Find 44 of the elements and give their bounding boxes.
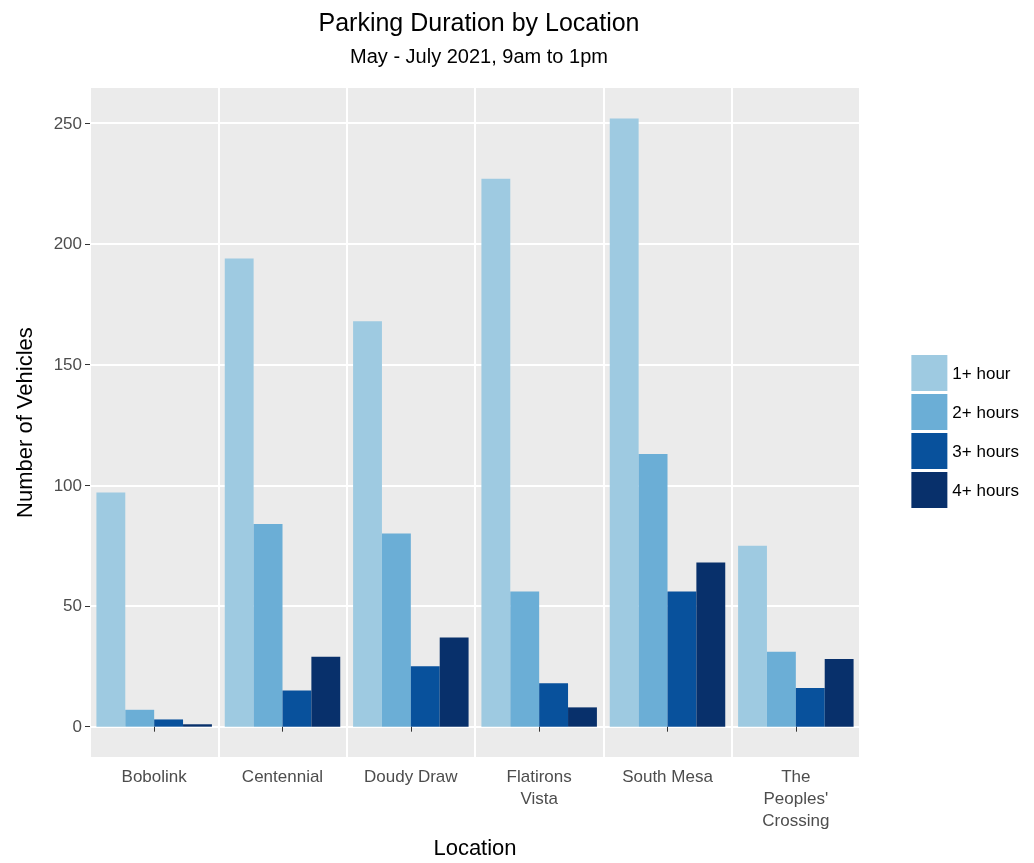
bar [609, 118, 639, 727]
bar [738, 545, 767, 727]
bar [125, 709, 155, 727]
chart-subtitle: May - July 2021, 9am to 1pm [350, 45, 608, 67]
bar [311, 656, 341, 727]
y-tick-label: 50 [63, 596, 82, 616]
legend-label: 2+ hours [952, 402, 1020, 422]
x-tick-label: Centennial [241, 766, 324, 786]
bar [439, 637, 469, 727]
chart-title: Parking Duration by Location [318, 7, 640, 36]
bar [154, 719, 184, 727]
bar [481, 178, 511, 727]
legend-label: 4+ hours [952, 480, 1020, 500]
bar [410, 666, 440, 727]
x-tick-label: Doudy Draw [364, 766, 459, 786]
bar [539, 683, 569, 727]
bar [96, 492, 126, 727]
y-tick-label: 100 [53, 475, 82, 495]
y-tick-label: 250 [53, 113, 82, 133]
bar [381, 533, 411, 727]
x-tick-label: Bobolink [121, 766, 188, 786]
legend-label: 3+ hours [952, 441, 1020, 461]
x-tick-label: Flatirons Vista [506, 766, 572, 808]
bar [253, 523, 283, 727]
y-tick-label: 150 [53, 355, 82, 375]
x-tick-label: South Mesa [622, 766, 714, 786]
bar [795, 688, 825, 727]
bar [510, 591, 540, 727]
bar [696, 562, 726, 727]
bar [183, 724, 212, 727]
bar [282, 690, 312, 727]
bar [667, 591, 697, 727]
bar [766, 651, 796, 727]
y-tick-label: 200 [53, 234, 82, 254]
bar [224, 258, 254, 727]
legend-label: 1+ hour [952, 363, 1011, 383]
y-axis-title: Number of Vehicles [11, 327, 37, 518]
bar [353, 321, 382, 727]
x-axis-title: Location [433, 834, 517, 860]
y-tick-label: 0 [72, 717, 82, 737]
bar [638, 453, 668, 727]
x-tick-label: The Peoples' Crossing [762, 766, 830, 830]
bar [824, 659, 854, 727]
bar [568, 707, 597, 727]
